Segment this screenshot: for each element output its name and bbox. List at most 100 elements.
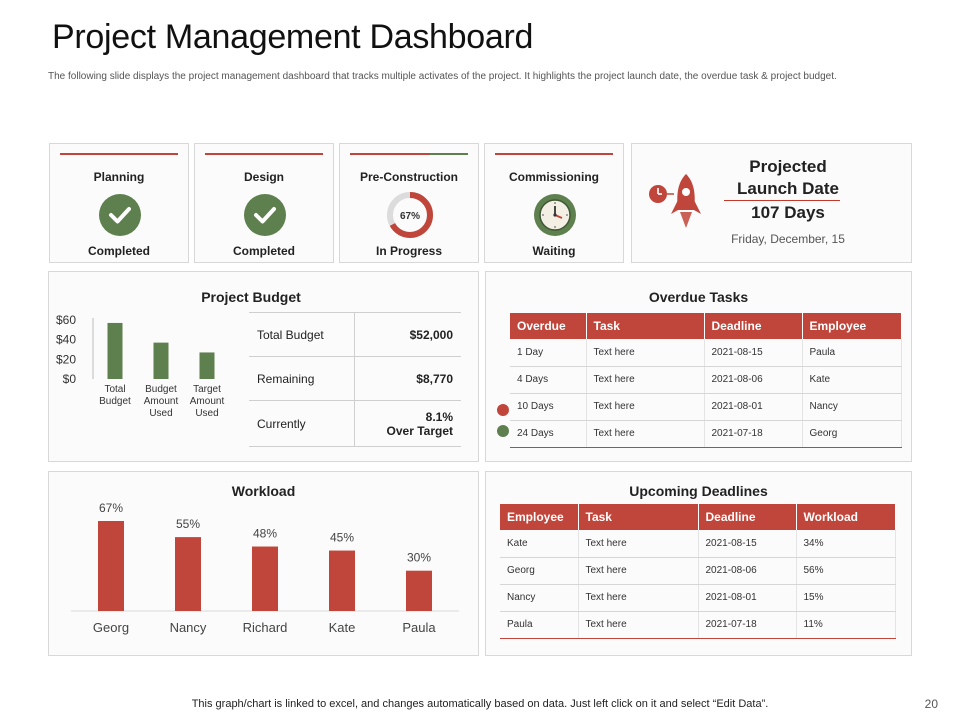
workload-panel: Workload 67% Georg 55% Nancy 48% Richard 45% Ka…: [48, 471, 479, 656]
table-cell: Nancy: [500, 584, 579, 612]
data-label: 30%: [407, 551, 431, 565]
column-header: Deadline: [698, 504, 797, 530]
table-row: Paula Text here 2021-07-18 11%: [500, 611, 896, 639]
x-tick-label: Budget: [99, 396, 131, 407]
bar: [153, 342, 169, 379]
phase-card-commissioning: Commissioning Waiting: [484, 143, 624, 263]
table-cell: Nancy: [802, 393, 902, 421]
bar: [175, 537, 201, 611]
phase-status: Completed: [232, 244, 295, 258]
bar: [98, 521, 124, 611]
table-cell: Text here: [586, 366, 705, 394]
table-row: Georg Text here 2021-08-06 56%: [500, 557, 896, 585]
launch-title: Projected Launch Date: [736, 157, 840, 198]
phase-status: In Progress: [375, 244, 443, 258]
table-cell: Paula: [500, 611, 579, 639]
page-subtitle: The following slide displays the project…: [48, 71, 837, 82]
table-row: Kate Text here 2021-08-15 34%: [500, 530, 896, 558]
table-cell: 10 Days: [510, 393, 587, 421]
phase-name: Planning: [93, 170, 145, 184]
table-cell: 2021-08-01: [704, 393, 803, 421]
phase-status: Waiting: [532, 244, 576, 258]
table-cell: 34%: [796, 530, 896, 558]
table-row: 24 Days Text here 2021-07-18 Georg: [510, 420, 902, 448]
phase-card-design: Design Completed: [194, 143, 334, 263]
budget-label: Currently: [249, 401, 355, 446]
table-cell: Text here: [578, 557, 699, 585]
table-cell: 56%: [796, 557, 896, 585]
table-cell: Paula: [802, 339, 902, 367]
table-row: 4 Days Text here 2021-08-06 Kate: [510, 366, 902, 394]
status-dot-green: [497, 425, 509, 437]
bar: [252, 546, 278, 611]
x-tick-label: Georg: [93, 620, 129, 635]
x-tick-label: Used: [195, 408, 218, 419]
launch-card: Projected Launch Date 107 Days Friday, D…: [631, 143, 912, 263]
budget-table: Total Budget $52,000 Remaining $8,770 Cu…: [249, 312, 461, 447]
table-cell: Text here: [586, 420, 705, 448]
progress-arc: [387, 192, 433, 238]
bar: [329, 550, 355, 611]
upcoming-panel: Upcoming Deadlines Employee Task Deadlin…: [485, 471, 912, 656]
x-tick-label: Richard: [243, 620, 288, 635]
budget-label: Total Budget: [249, 313, 355, 356]
bar: [107, 322, 123, 379]
table-cell: Kate: [802, 366, 902, 394]
launch-date: Friday, December, 15: [731, 232, 845, 246]
y-tick-label: $0: [63, 372, 77, 386]
x-tick-label: Used: [149, 408, 172, 419]
budget-title: Project Budget: [201, 289, 301, 305]
table-cell: 2021-07-18: [698, 611, 797, 639]
phase-name: Design: [243, 170, 284, 184]
budget-label: Remaining: [249, 357, 355, 400]
column-header: Employee: [802, 313, 902, 339]
table-cell: 2021-08-06: [698, 557, 797, 585]
budget-row: Total Budget $52,000: [249, 313, 461, 357]
budget-value: $52,000: [409, 327, 453, 342]
data-label: 45%: [330, 531, 354, 545]
column-header: Deadline: [704, 313, 803, 339]
table-cell: Text here: [586, 339, 705, 367]
table-cell: Text here: [578, 611, 699, 639]
table-header-row: Employee Task Deadline Workload: [500, 504, 896, 530]
clock-icon: [533, 193, 577, 237]
column-header: Task: [578, 504, 699, 530]
table-cell: 2021-08-06: [704, 366, 803, 394]
table-cell: 11%: [796, 611, 896, 639]
phase-card-pre-construction: Pre-Construction 67% In Progress: [339, 143, 479, 263]
table-row: Nancy Text here 2021-08-01 15%: [500, 584, 896, 612]
bar: [199, 352, 215, 379]
check-icon: [243, 193, 287, 237]
x-tick-label: Amount: [144, 396, 179, 407]
budget-value: $8,770: [416, 371, 453, 386]
launch-divider: [724, 200, 840, 201]
table-header-row: Overdue Task Deadline Employee: [510, 313, 902, 339]
budget-chart: $0$20$40$60TotalBudgetBudgetAmountUsedTa…: [56, 313, 224, 419]
x-tick-label: Target: [193, 384, 221, 395]
y-tick-label: $60: [56, 313, 76, 327]
check-icon: [98, 193, 142, 237]
budget-value: 8.1%: [425, 409, 453, 424]
rocket-icon: [646, 172, 716, 239]
table-cell: Kate: [500, 530, 579, 558]
phase-card-planning: Planning Completed: [49, 143, 189, 263]
y-tick-label: $20: [56, 352, 76, 366]
table-row: 10 Days Text here 2021-08-01 Nancy: [510, 393, 902, 421]
table-cell: Text here: [578, 530, 699, 558]
budget-value-stack: 8.1% Over Target: [355, 410, 461, 438]
column-header: Overdue: [510, 313, 587, 339]
phase-name: Commissioning: [508, 170, 599, 184]
column-header: Employee: [500, 504, 579, 530]
budget-note: Over Target: [386, 423, 453, 438]
data-label: 67%: [99, 501, 123, 515]
table-cell: Text here: [586, 393, 705, 421]
table-cell: 1 Day: [510, 339, 587, 367]
page-title: Project Management Dashboard: [52, 18, 534, 56]
footer-note: This graph/chart is linked to excel, and…: [191, 698, 769, 710]
y-tick-label: $40: [56, 333, 76, 347]
column-header: Workload: [796, 504, 896, 530]
table-cell: 2021-08-15: [704, 339, 803, 367]
phase-bar: [350, 153, 468, 155]
launch-days: 107 Days: [751, 203, 825, 222]
budget-row: Remaining $8,770: [249, 357, 461, 401]
